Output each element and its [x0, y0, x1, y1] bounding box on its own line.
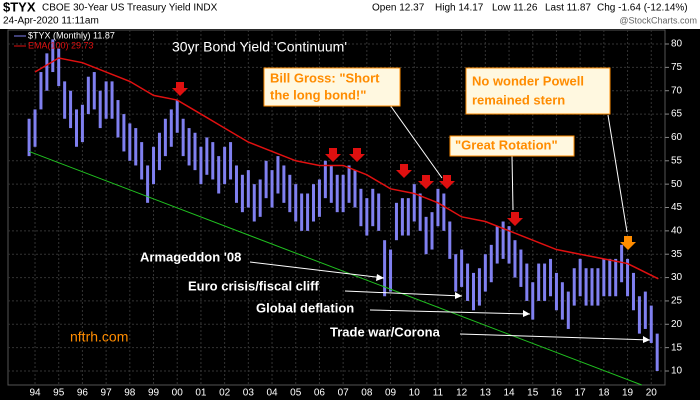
y-tick-label: 60	[671, 132, 683, 143]
x-tick-label: 99	[148, 388, 160, 399]
x-tick-label: 05	[290, 388, 302, 399]
annotation: Armageddon '08	[140, 249, 241, 264]
y-tick-label: 10	[671, 366, 683, 377]
change: Chg -1.64 (-12.14%)	[597, 3, 688, 14]
x-tick-label: 10	[409, 388, 421, 399]
x-tick-label: 12	[456, 388, 468, 399]
x-tick-label: 18	[598, 388, 610, 399]
x-tick-label: 15	[527, 388, 539, 399]
y-tick-label: 30	[671, 272, 683, 283]
callout-text: No wonder Powell	[472, 73, 584, 88]
x-tick-label: 02	[219, 388, 231, 399]
y-tick-label: 55	[671, 155, 683, 166]
callout-text: remained stern	[472, 92, 565, 107]
x-tick-label: 20	[646, 388, 658, 399]
ema-line	[34, 57, 659, 280]
y-tick-label: 15	[671, 342, 683, 353]
callout-text: Bill Gross: "Short	[270, 70, 380, 85]
x-tick-label: 13	[480, 388, 492, 399]
source: @StockCharts.com	[619, 15, 697, 25]
callout-box	[263, 67, 401, 107]
trend-line	[28, 150, 642, 386]
y-tick-label: 40	[671, 225, 683, 236]
y-tick-label: 45	[671, 202, 683, 213]
y-tick-label: 80	[671, 39, 683, 50]
security-name: CBOE 30-Year US Treasury Yield INDX	[42, 3, 218, 14]
x-tick-label: 01	[195, 388, 207, 399]
x-tick-label: 11	[433, 388, 444, 399]
x-tick-label: 09	[385, 388, 397, 399]
last: Last 11.87	[545, 3, 591, 14]
x-tick-label: 06	[314, 388, 326, 399]
y-tick-label: 75	[671, 62, 683, 73]
y-tick-label: 70	[671, 85, 683, 96]
x-tick-label: 94	[29, 388, 41, 399]
y-tick-label: 25	[671, 296, 683, 307]
x-tick-label: 00	[172, 388, 184, 399]
x-tick-label: 03	[243, 388, 255, 399]
annotation: Trade war/Corona	[330, 324, 441, 339]
x-tick-label: 96	[77, 388, 89, 399]
callout-box	[465, 67, 611, 115]
y-tick-label: 50	[671, 179, 683, 190]
x-tick-label: 19	[622, 388, 634, 399]
y-tick-label: 20	[671, 319, 683, 330]
y-tick-label: 35	[671, 249, 683, 260]
x-tick-label: 14	[503, 388, 515, 399]
y-tick-label: 65	[671, 109, 683, 120]
annotation: Euro crisis/fiscal cliff	[188, 278, 319, 293]
x-tick-label: 98	[124, 388, 136, 399]
open: Open 12.37	[372, 3, 425, 14]
x-tick-label: 04	[266, 388, 278, 399]
x-tick-label: 16	[551, 388, 563, 399]
x-tick-label: 08	[361, 388, 373, 399]
low: Low 11.26	[492, 3, 538, 14]
callout-text: "Great Rotation"	[455, 137, 558, 152]
annotation: Global deflation	[256, 300, 354, 315]
x-tick-label: 07	[338, 388, 350, 399]
peak-marker	[620, 236, 636, 250]
date: 24-Apr-2020 11:11am	[3, 16, 99, 27]
x-tick-label: 97	[101, 388, 113, 399]
header-bg	[0, 0, 700, 29]
high: High 14.17	[435, 3, 484, 14]
x-tick-label: 95	[53, 388, 65, 399]
chart-title: 30yr Bond Yield 'Continuum'	[172, 39, 347, 55]
symbol: $TYX	[3, 0, 36, 14]
x-tick-label: 17	[575, 388, 587, 399]
peak-markers	[172, 82, 523, 226]
annotation-arrows	[249, 104, 651, 341]
callout-text: the long bond!"	[270, 87, 366, 102]
callout-box	[449, 135, 575, 157]
watermark: nftrh.com	[70, 329, 128, 345]
arrowheads	[376, 274, 650, 343]
legend-entry: $TYX (Monthly) 11.87	[28, 30, 115, 40]
legend-entry: EMA(100) 29.73	[28, 40, 94, 50]
